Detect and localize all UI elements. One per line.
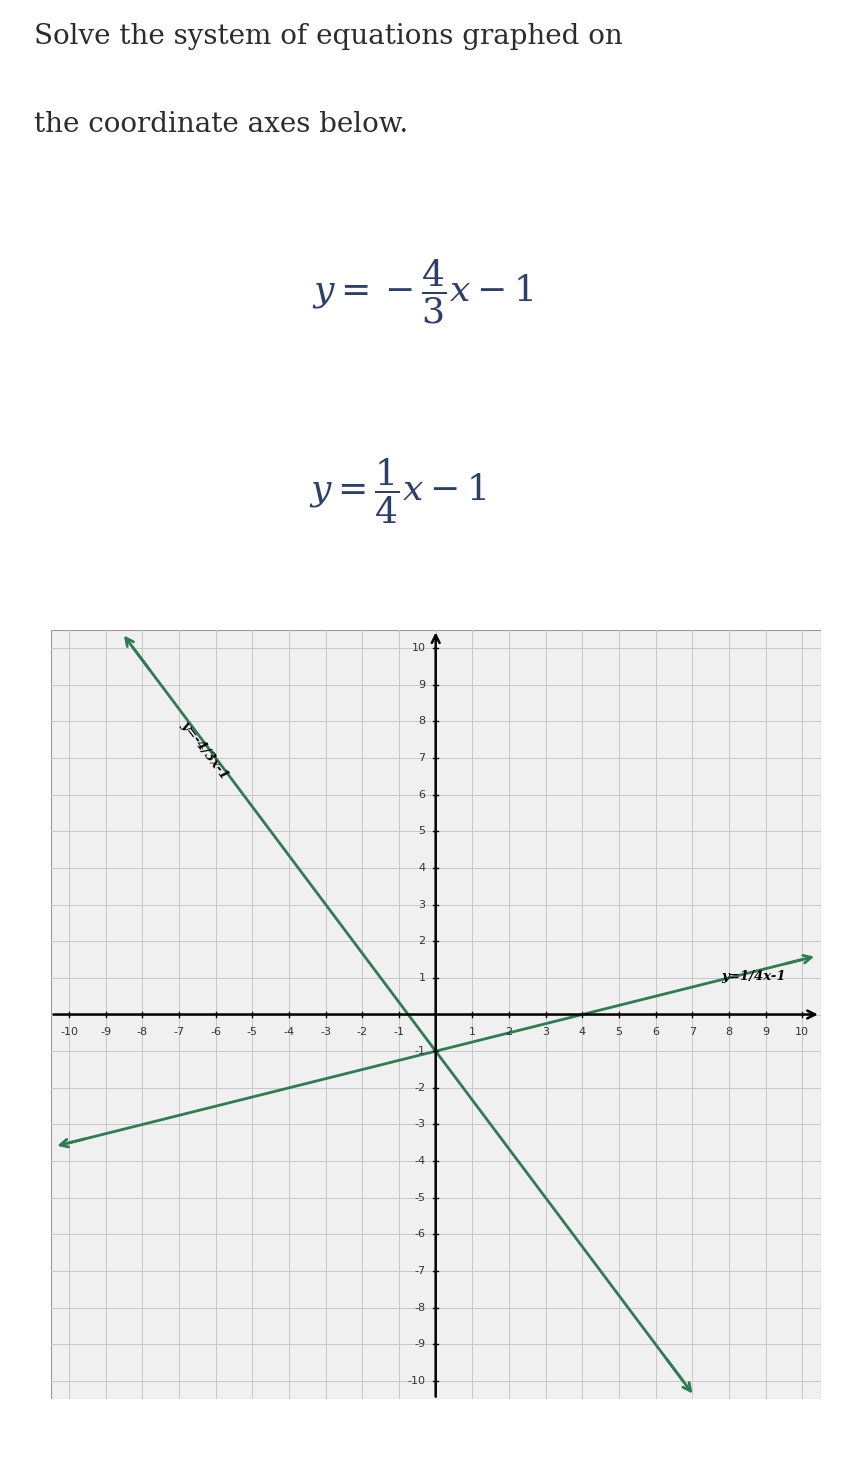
Text: -7: -7	[173, 1027, 184, 1037]
Text: 1: 1	[469, 1027, 475, 1037]
Text: -9: -9	[415, 1339, 426, 1349]
Text: -3: -3	[415, 1119, 426, 1130]
Text: 7: 7	[418, 753, 426, 763]
Text: -1: -1	[393, 1027, 404, 1037]
Text: -2: -2	[357, 1027, 368, 1037]
Text: 10: 10	[795, 1027, 810, 1037]
Text: -4: -4	[283, 1027, 294, 1037]
Text: -3: -3	[320, 1027, 332, 1037]
Text: the coordinate axes below.: the coordinate axes below.	[34, 111, 408, 138]
Text: -8: -8	[137, 1027, 148, 1037]
Text: -10: -10	[60, 1027, 78, 1037]
Text: -10: -10	[408, 1376, 426, 1386]
Text: $y = \dfrac{1}{4}x - 1$: $y = \dfrac{1}{4}x - 1$	[309, 457, 486, 526]
Text: 3: 3	[419, 900, 426, 910]
Text: -6: -6	[415, 1229, 426, 1239]
Text: 5: 5	[419, 826, 426, 837]
Text: 2: 2	[418, 936, 426, 946]
Text: -2: -2	[415, 1083, 426, 1093]
Text: 8: 8	[418, 716, 426, 727]
Text: -5: -5	[415, 1193, 426, 1203]
Text: -7: -7	[415, 1266, 426, 1276]
Text: 6: 6	[652, 1027, 659, 1037]
Text: -8: -8	[415, 1302, 426, 1313]
Text: 4: 4	[579, 1027, 586, 1037]
Text: 8: 8	[725, 1027, 733, 1037]
Text: Solve the system of equations graphed on: Solve the system of equations graphed on	[34, 23, 623, 50]
Text: 2: 2	[505, 1027, 513, 1037]
Text: $y = -\dfrac{4}{3}x - 1$: $y = -\dfrac{4}{3}x - 1$	[312, 258, 534, 327]
Text: 9: 9	[418, 680, 426, 690]
Text: 6: 6	[419, 790, 426, 800]
Text: -1: -1	[415, 1046, 426, 1056]
Text: -6: -6	[210, 1027, 222, 1037]
Text: 10: 10	[411, 643, 426, 653]
Text: 7: 7	[689, 1027, 696, 1037]
Text: 9: 9	[762, 1027, 769, 1037]
Text: -9: -9	[100, 1027, 112, 1037]
Text: 3: 3	[542, 1027, 549, 1037]
Text: 4: 4	[418, 863, 426, 873]
Text: y=-4/3x-1: y=-4/3x-1	[179, 719, 231, 782]
Text: -4: -4	[415, 1156, 426, 1166]
Text: -5: -5	[247, 1027, 258, 1037]
Text: 5: 5	[616, 1027, 623, 1037]
Text: 1: 1	[419, 973, 426, 983]
Text: y=1/4x-1: y=1/4x-1	[722, 970, 786, 983]
